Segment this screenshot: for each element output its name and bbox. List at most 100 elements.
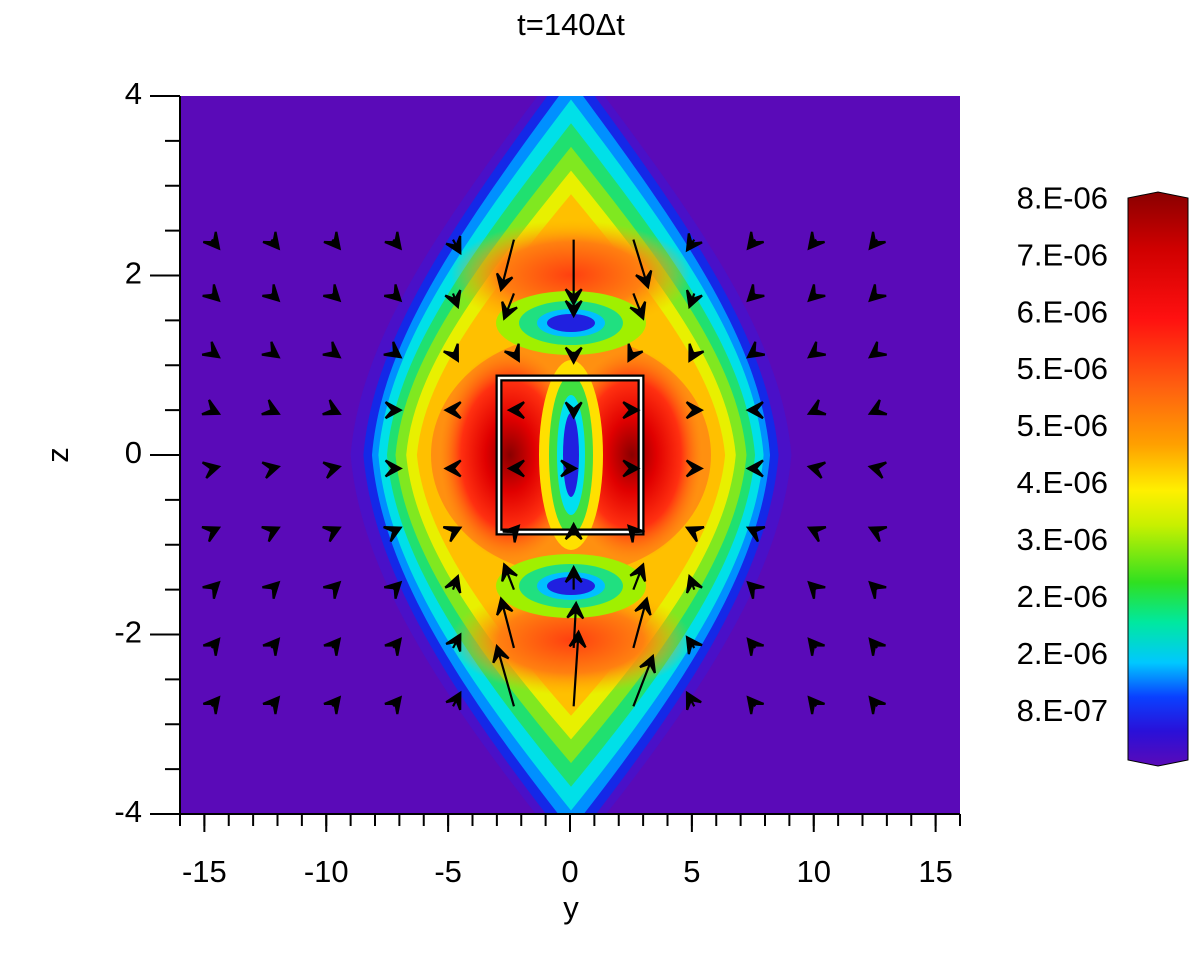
vector-arrow bbox=[746, 580, 765, 599]
vector-arrow bbox=[627, 343, 644, 363]
vector-arrow bbox=[202, 637, 221, 656]
vector-arrow bbox=[807, 231, 825, 251]
vector-arrow bbox=[685, 459, 704, 478]
vector-arrow bbox=[564, 401, 583, 420]
vector-arrow bbox=[746, 695, 765, 715]
vector-arrow bbox=[444, 289, 462, 310]
vector-arrow bbox=[202, 231, 221, 251]
vector-arrow bbox=[262, 284, 281, 303]
vector-arrow bbox=[745, 526, 766, 543]
vector-arrow bbox=[868, 580, 887, 599]
contour-field bbox=[180, 96, 960, 814]
vector-arrow bbox=[685, 573, 703, 594]
colorbar bbox=[1127, 191, 1189, 767]
vector-arrow bbox=[506, 401, 525, 420]
vector-arrow bbox=[632, 653, 657, 707]
vector-arrow bbox=[445, 690, 462, 711]
vector-arrow bbox=[629, 562, 647, 591]
vector-arrow bbox=[685, 690, 702, 711]
vector-arrow bbox=[384, 637, 403, 656]
vector-arrow bbox=[262, 637, 281, 656]
vector-arrow bbox=[868, 284, 887, 303]
y-tick-label: 4 bbox=[125, 76, 142, 111]
vector-arrow bbox=[564, 293, 583, 319]
vector-arrow bbox=[501, 562, 518, 591]
vector-field bbox=[201, 231, 888, 715]
vector-arrow bbox=[746, 341, 766, 359]
vector-arrow bbox=[868, 231, 886, 251]
vector-arrow bbox=[746, 284, 765, 303]
vector-arrow bbox=[806, 399, 827, 416]
vector-arrow bbox=[506, 459, 525, 478]
vector-arrow bbox=[868, 695, 886, 715]
contour-hole bbox=[547, 314, 595, 332]
vector-arrow bbox=[496, 596, 516, 649]
vector-arrow bbox=[502, 524, 521, 543]
vector-arrow bbox=[261, 461, 281, 479]
x-tick-label: -15 bbox=[182, 854, 227, 889]
x-tick-label: 15 bbox=[918, 854, 952, 889]
x-tick-label: 10 bbox=[797, 854, 831, 889]
vector-arrow bbox=[322, 341, 342, 359]
vector-arrow bbox=[201, 526, 222, 543]
contour-hole bbox=[547, 577, 595, 595]
vector-arrow bbox=[807, 637, 825, 656]
vector-arrow bbox=[384, 231, 403, 251]
vector-arrow bbox=[568, 629, 587, 707]
vector-arrow bbox=[202, 284, 221, 303]
vector-arrow bbox=[560, 459, 579, 478]
vector-arrow bbox=[442, 526, 463, 543]
colorbar-tick-label: 8.E-06 bbox=[1017, 180, 1108, 215]
vector-arrow bbox=[444, 573, 462, 594]
vector-arrow bbox=[492, 643, 515, 707]
vector-arrow bbox=[746, 231, 765, 251]
vector-arrow bbox=[868, 637, 886, 656]
colorbar-tick-label: 2.E-06 bbox=[1017, 579, 1108, 614]
vector-arrow bbox=[684, 526, 705, 543]
vector-arrow bbox=[445, 632, 462, 652]
vector-arrow bbox=[685, 233, 703, 253]
colorbar-tick-label: 5.E-06 bbox=[1017, 351, 1108, 386]
vector-arrow bbox=[564, 564, 583, 590]
vector-arrow bbox=[443, 401, 462, 420]
vector-arrow bbox=[807, 580, 826, 599]
vector-arrow bbox=[201, 461, 222, 479]
vector-arrow bbox=[323, 695, 342, 715]
vector-arrow bbox=[384, 401, 403, 420]
vector-arrow bbox=[201, 341, 221, 359]
vector-arrow bbox=[504, 343, 520, 363]
vector-arrow bbox=[867, 461, 887, 479]
vector-arrow bbox=[323, 231, 342, 251]
x-tick-label: 0 bbox=[561, 854, 578, 889]
vector-arrow bbox=[564, 521, 583, 540]
vector-arrow bbox=[626, 524, 645, 543]
colorbar-tick-label: 4.E-06 bbox=[1017, 465, 1108, 500]
vector-arrow bbox=[261, 399, 281, 416]
vector-arrow bbox=[443, 459, 462, 478]
vector-arrow bbox=[622, 459, 641, 478]
vector-arrow bbox=[261, 526, 281, 543]
vector-arrow bbox=[322, 399, 342, 416]
vector-arrow bbox=[807, 284, 826, 303]
vector-arrow bbox=[629, 293, 647, 321]
vector-arrow bbox=[806, 526, 827, 543]
x-axis-label: y bbox=[563, 890, 579, 925]
vector-arrow bbox=[384, 459, 403, 478]
vector-arrow bbox=[685, 401, 704, 420]
vector-arrow bbox=[323, 580, 342, 599]
vector-arrow bbox=[201, 399, 222, 416]
chart-title: t=140Δt bbox=[517, 7, 625, 42]
vector-arrow bbox=[807, 695, 825, 715]
vector-arrow bbox=[202, 695, 221, 715]
vector-arrow bbox=[445, 235, 462, 256]
vector-arrow bbox=[685, 635, 703, 655]
vector-arrow bbox=[443, 343, 459, 363]
colorbar-tick-label: 7.E-06 bbox=[1017, 237, 1108, 272]
vector-arrow bbox=[806, 461, 826, 479]
vector-arrow bbox=[262, 580, 281, 599]
vector-arrow bbox=[323, 637, 342, 656]
vector-arrow bbox=[322, 526, 342, 543]
y-tick-label: -2 bbox=[114, 615, 142, 650]
vector-arrow bbox=[383, 341, 403, 359]
